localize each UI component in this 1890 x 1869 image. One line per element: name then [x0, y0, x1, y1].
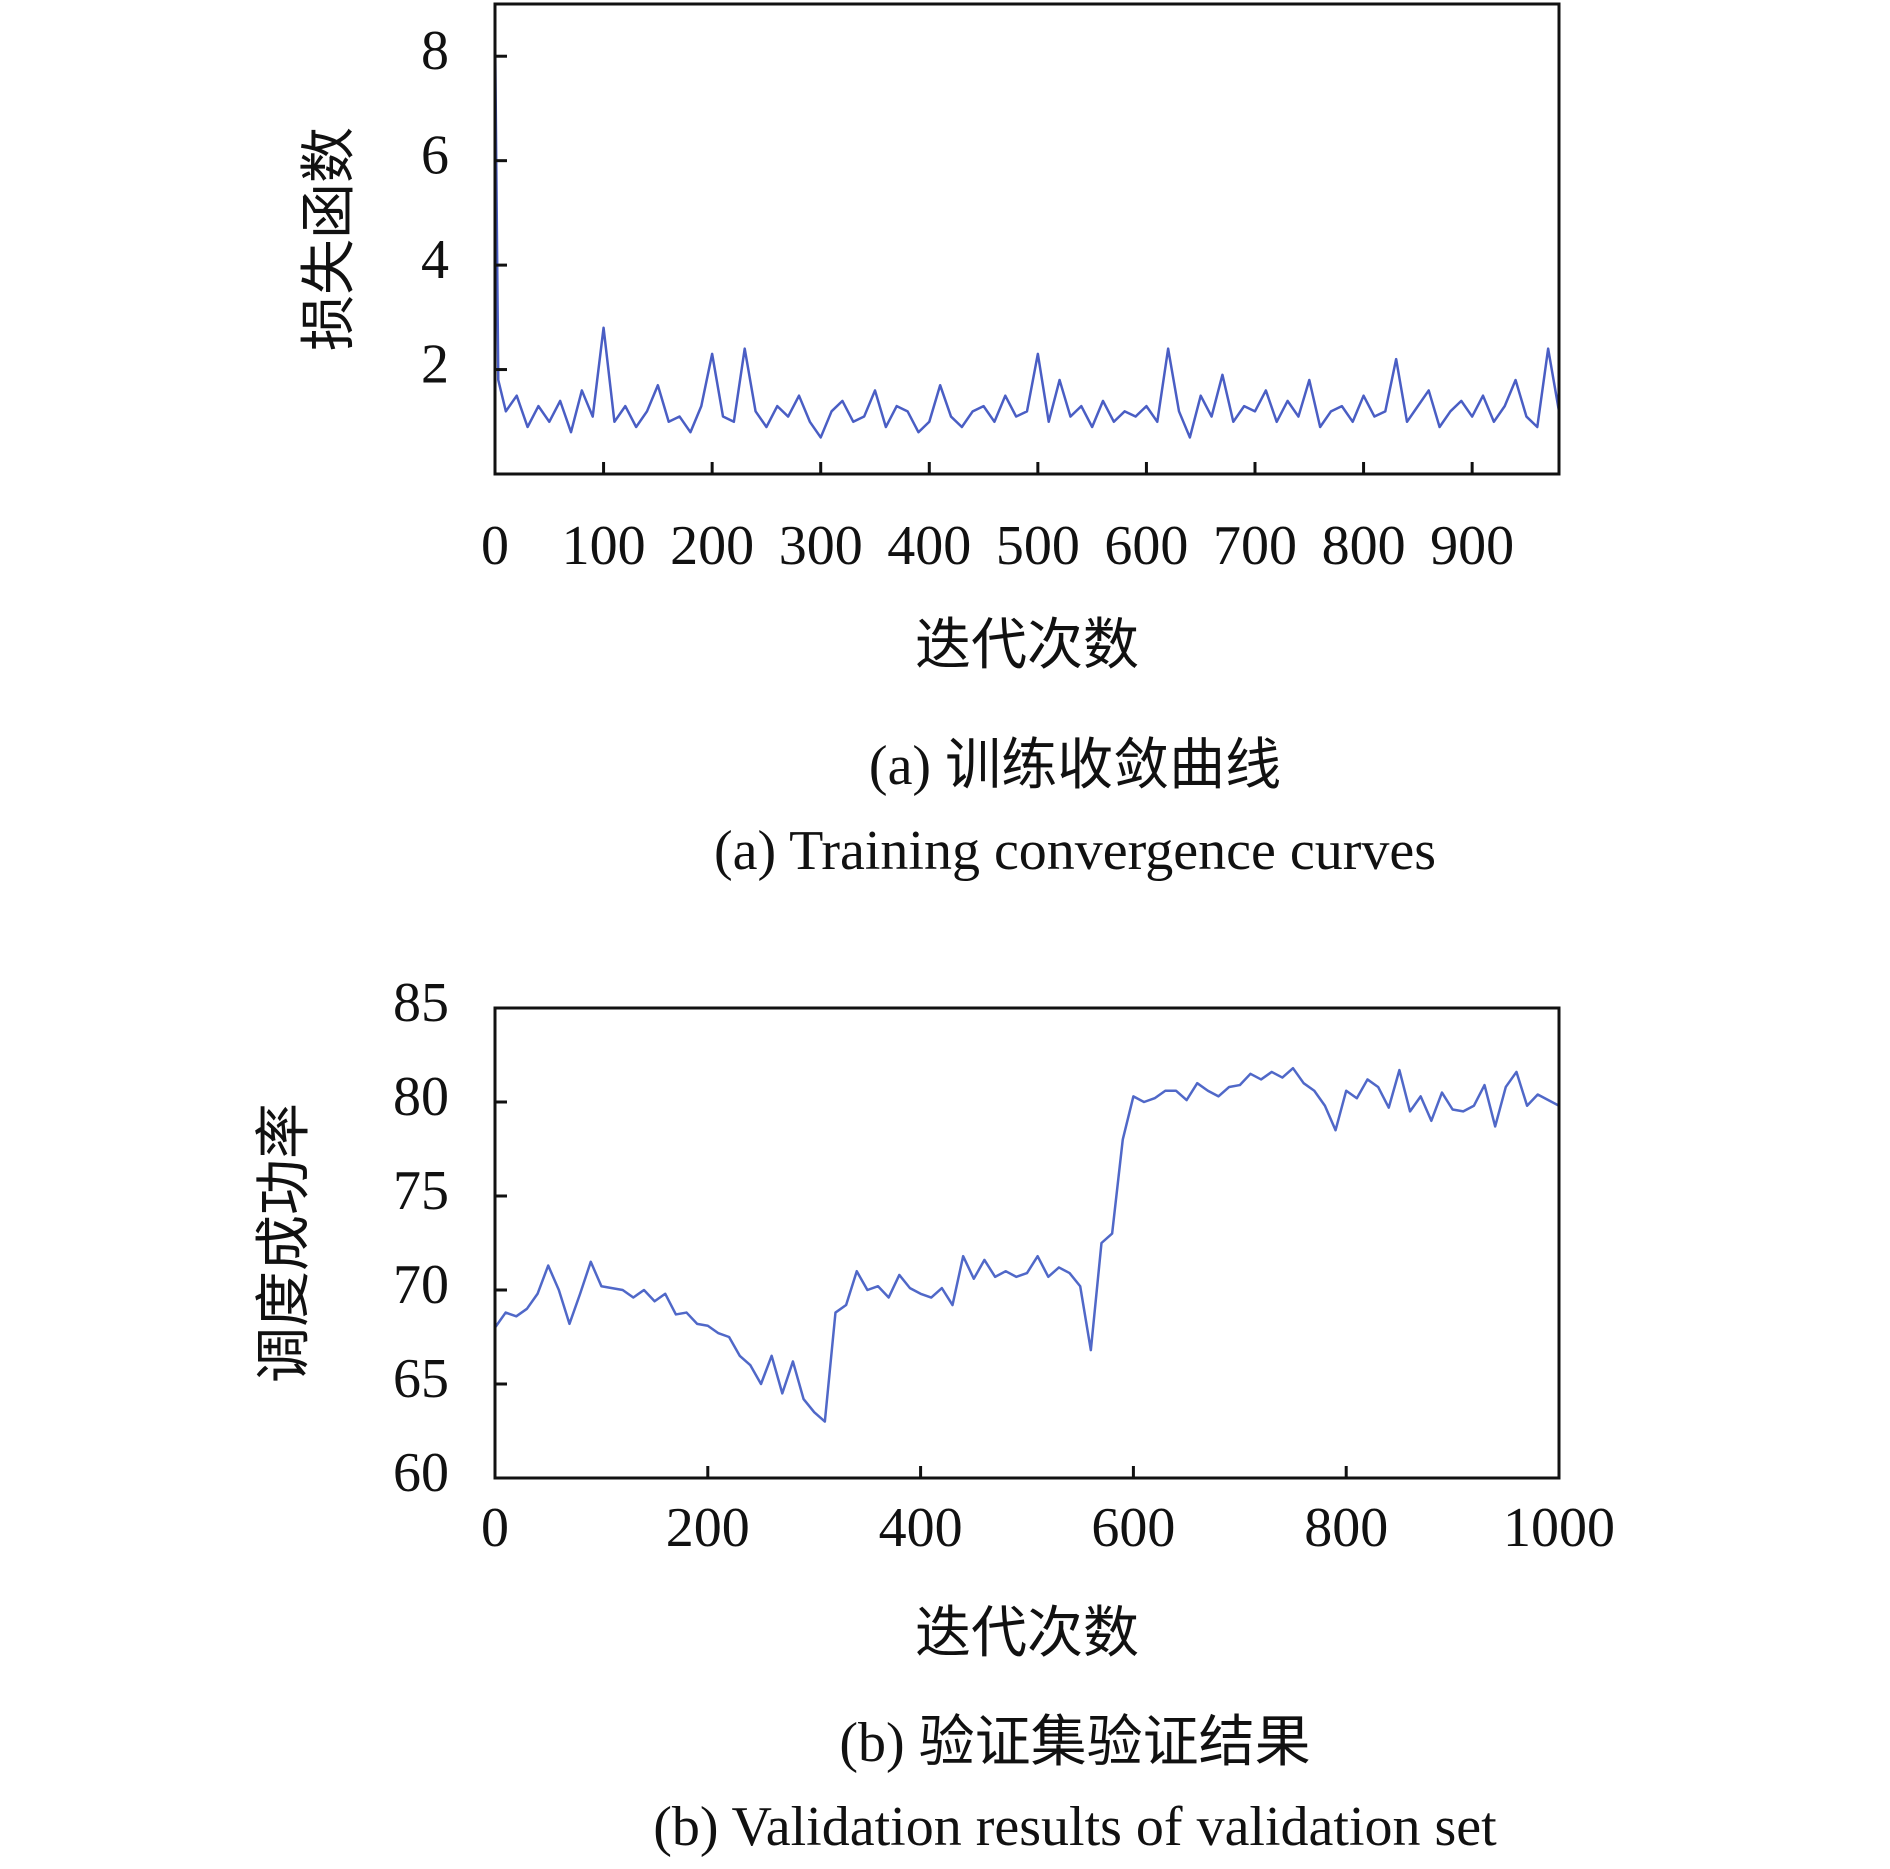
x-tick-label: 400 — [887, 515, 971, 577]
x-tick-label: 1000 — [1503, 1497, 1615, 1559]
y-tick-label: 6 — [421, 125, 449, 187]
y-tick-label: 75 — [393, 1160, 449, 1222]
caption-en: (a) Training convergence curves — [714, 820, 1436, 882]
x-tick-label: 200 — [666, 1497, 750, 1559]
y-axis-label: 损失函数 — [299, 127, 361, 351]
data-line — [493, 1066, 1560, 1423]
x-tick-label: 0 — [481, 1497, 509, 1559]
y-axis-label: 调度成功率 — [254, 1103, 316, 1383]
caption: (b) 验证集验证结果 — [839, 1712, 1310, 1774]
x-tick-label: 700 — [1213, 515, 1297, 577]
x-tick-label: 600 — [1091, 1497, 1175, 1559]
x-tick-label: 0 — [481, 515, 509, 577]
x-tick-label: 800 — [1322, 515, 1406, 577]
y-tick-label: 2 — [421, 333, 449, 395]
y-tick-label: 8 — [421, 20, 449, 82]
caption: (a) 训练收敛曲线 — [869, 735, 1281, 797]
x-tick-label: 500 — [996, 515, 1080, 577]
x-tick-label: 400 — [879, 1497, 963, 1559]
y-tick-label: 85 — [393, 972, 449, 1034]
plot-frame — [493, 2, 1561, 476]
x-tick-label: 900 — [1430, 515, 1514, 577]
x-tick-label: 800 — [1304, 1497, 1388, 1559]
y-tick-label: 80 — [393, 1066, 449, 1128]
x-tick-label: 100 — [562, 515, 646, 577]
data-line — [493, 24, 1561, 439]
y-tick-label: 70 — [393, 1254, 449, 1316]
plot-frame — [493, 1006, 1561, 1480]
y-tick-label: 65 — [393, 1348, 449, 1410]
x-tick-label: 300 — [779, 515, 863, 577]
y-tick-label: 60 — [393, 1442, 449, 1504]
x-tick-label: 600 — [1104, 515, 1188, 577]
x-tick-label: 200 — [670, 515, 754, 577]
x-axis-label: 迭代次数 — [915, 615, 1139, 677]
y-tick-label: 4 — [421, 229, 449, 291]
x-axis-label: 迭代次数 — [915, 1603, 1139, 1665]
caption-en: (b) Validation results of validation set — [653, 1796, 1497, 1858]
